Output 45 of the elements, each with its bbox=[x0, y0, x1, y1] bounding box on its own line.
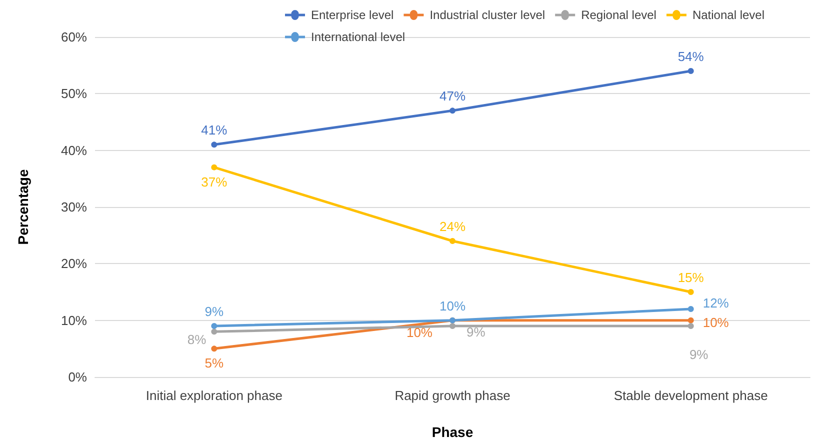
y-tick-label: 40% bbox=[60, 142, 88, 158]
data-label: 10% bbox=[406, 324, 433, 340]
legend-label: Enterprise level bbox=[311, 8, 394, 22]
point bbox=[688, 323, 694, 329]
y-axis-title: Percentage bbox=[15, 169, 31, 245]
legend-label: National level bbox=[692, 8, 765, 22]
point bbox=[211, 328, 218, 335]
y-tick-label: 0% bbox=[68, 370, 88, 384]
data-label: 8% bbox=[187, 332, 207, 348]
data-label: 54% bbox=[678, 49, 704, 64]
y-tick-label: 50% bbox=[60, 86, 88, 102]
x-tick-label: Stable development phase bbox=[614, 388, 768, 403]
y-tick-label: 30% bbox=[60, 200, 88, 214]
legend-label: Industrial cluster level bbox=[430, 8, 546, 22]
point bbox=[688, 317, 694, 324]
legend-label: Regional level bbox=[581, 8, 656, 22]
point bbox=[211, 164, 218, 170]
point bbox=[450, 323, 456, 329]
y-tick-label: 60% bbox=[60, 30, 88, 44]
x-axis-title: Phase bbox=[432, 424, 474, 440]
point bbox=[450, 238, 456, 244]
point bbox=[211, 323, 218, 329]
point bbox=[211, 142, 218, 148]
data-label: 10% bbox=[439, 298, 466, 314]
data-label: 37% bbox=[201, 174, 228, 190]
point bbox=[688, 306, 694, 312]
data-label: 9% bbox=[466, 324, 486, 340]
data-label: 10% bbox=[702, 314, 730, 330]
data-label: 41% bbox=[201, 122, 228, 138]
point bbox=[450, 108, 456, 114]
data-label: 9% bbox=[204, 304, 224, 319]
data-label: 15% bbox=[678, 270, 704, 285]
point bbox=[688, 68, 694, 74]
data-label: 47% bbox=[439, 88, 466, 104]
legend-label: International level bbox=[311, 30, 406, 44]
point bbox=[211, 346, 218, 352]
point bbox=[688, 289, 694, 295]
x-tick-label: Rapid growth phase bbox=[394, 388, 510, 403]
x-tick-label: Initial exploration phase bbox=[146, 388, 282, 403]
data-label: 12% bbox=[702, 296, 730, 310]
data-label: 9% bbox=[689, 347, 709, 362]
y-tick-label: 20% bbox=[60, 256, 88, 272]
y-tick-label: 10% bbox=[60, 312, 88, 328]
data-label: 24% bbox=[439, 219, 466, 234]
data-label: 5% bbox=[204, 356, 224, 371]
